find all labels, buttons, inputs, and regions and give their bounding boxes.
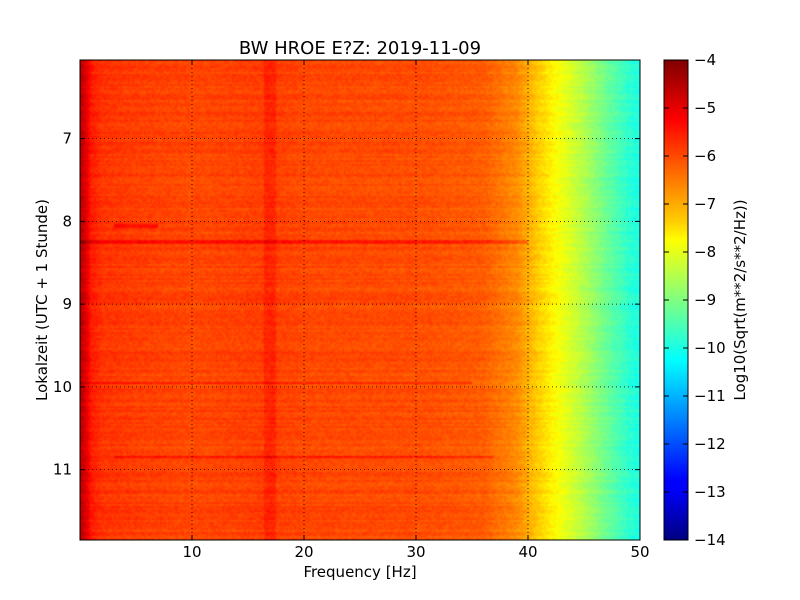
y-tick-label: 8 [62,212,72,230]
y-tick-label: 10 [53,378,72,396]
x-tick-label: 10 [182,543,201,561]
x-axis-ticks: 10 20 30 40 50 [182,60,650,561]
colorbar-tick-label: −12 [694,435,726,453]
y-tick-label: 11 [53,461,72,479]
colorbar-tick-label: −10 [694,339,726,357]
colorbar-ticks: −4 −5 −6 −7 −8 −9 −10 −11 −12 −13 −14 [664,51,726,549]
y-axis-label: Lokalzeit (UTC + 1 Stunde) [33,199,51,401]
x-tick-label: 50 [630,543,649,561]
x-tick-label: 40 [518,543,537,561]
colorbar-tick-label: −4 [694,51,716,69]
colorbar-tick-label: −8 [694,243,716,261]
y-tick-label: 7 [62,130,72,148]
colorbar-tick-label: −9 [694,291,716,309]
colorbar-tick-label: −5 [694,99,716,117]
x-axis-label: Frequency [Hz] [303,563,416,581]
y-axis-ticks: 7 8 9 10 11 [53,130,640,479]
grid-lines [80,60,640,540]
colorbar-tick-label: −13 [694,483,726,501]
x-tick-label: 30 [406,543,425,561]
colorbar-tick-label: −14 [694,531,726,549]
colorbar: −4 −5 −6 −7 −8 −9 −10 −11 −12 −13 −14 Log10(Sqrt(m… [663,51,749,549]
colorbar-label: Log10(Sqrt(m**2/s**2/Hz)) [731,199,749,400]
chart-title: BW HROE E?Z: 2019-11-09 [239,38,481,59]
y-tick-label: 9 [62,295,72,313]
colorbar-tick-label: −7 [694,195,716,213]
plot-frame [79,59,641,541]
colorbar-tick-label: −6 [694,147,716,165]
x-tick-label: 20 [294,543,313,561]
colorbar-tick-label: −11 [694,387,726,405]
plot-area: 10 20 30 40 50 7 8 9 10 11 [53,59,650,561]
spectrogram-heatmap [80,60,640,540]
